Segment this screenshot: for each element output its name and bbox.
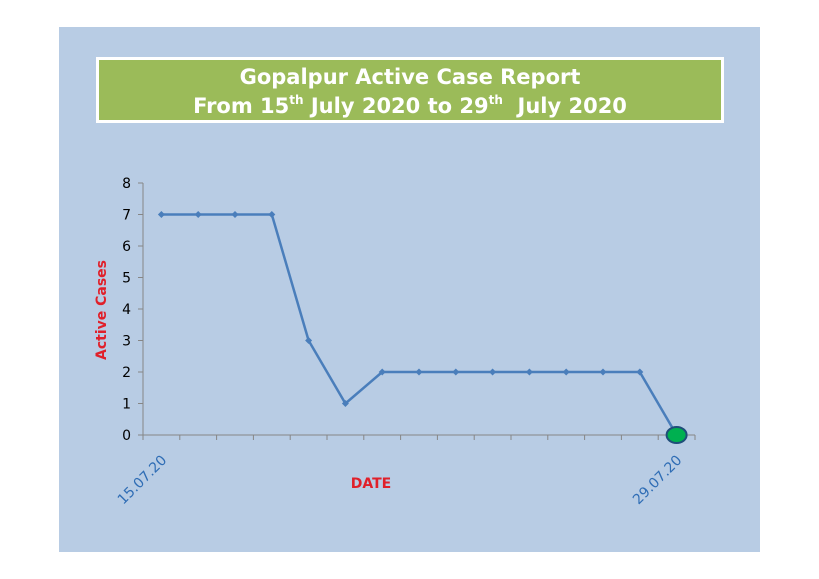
chart-title-line2: From 15th July 2020 to 29th July 2020 [99, 92, 721, 121]
y-tick-label: 1 [122, 397, 131, 413]
data-point [562, 368, 570, 376]
x-tick-label: 29.07.20 [630, 453, 685, 508]
data-point [599, 368, 607, 376]
chart-axes [138, 182, 696, 440]
x-tick-label: 15.07.20 [115, 453, 170, 508]
data-point [231, 211, 239, 218]
data-point [341, 400, 349, 407]
y-tick-label: 4 [122, 302, 131, 318]
title-part: July 2020 [502, 94, 627, 118]
data-point [489, 368, 497, 376]
series-active-cases [157, 211, 688, 444]
y-tick-label: 7 [122, 208, 131, 224]
data-point [452, 368, 460, 376]
y-tick-labels: 0 1 2 3 4 5 6 7 8 [122, 176, 131, 444]
data-point [525, 368, 533, 376]
x-tick-labels: 15.07.20 29.07.20 [115, 453, 686, 508]
y-tick-label: 8 [122, 176, 131, 192]
chart-title-box: Gopalpur Active Case Report From 15th Ju… [96, 57, 724, 123]
title-part: From 15 [193, 94, 290, 118]
title-superscript: th [289, 93, 304, 107]
y-tick-label: 6 [122, 239, 131, 255]
chart-title-line1: Gopalpur Active Case Report [239, 65, 581, 89]
x-axis-title: DATE [351, 476, 391, 492]
data-point [268, 211, 276, 218]
title-part: July 2020 to 29 [303, 94, 489, 118]
y-tick-label: 0 [122, 428, 131, 444]
data-point [194, 211, 202, 218]
y-tick-label: 3 [122, 334, 131, 350]
data-point [157, 211, 165, 218]
y-tick-label: 2 [122, 365, 131, 381]
y-axis-title: Active Cases [94, 260, 110, 360]
y-tick-label: 5 [122, 271, 131, 287]
data-point [415, 368, 423, 376]
data-point [305, 337, 313, 344]
data-point [636, 368, 644, 376]
title-superscript: th [488, 93, 503, 107]
data-point-highlight [665, 426, 688, 444]
data-point [378, 368, 386, 376]
series-line [161, 213, 678, 436]
